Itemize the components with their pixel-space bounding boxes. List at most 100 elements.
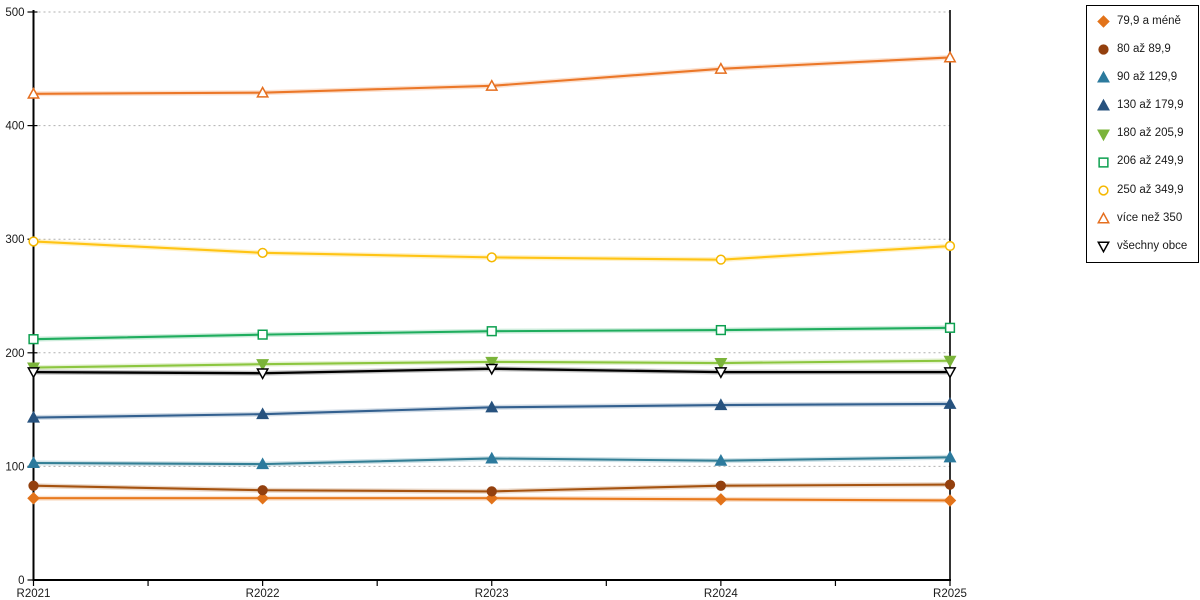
circle-marker-icon (486, 486, 497, 497)
legend-circle-icon (1098, 44, 1109, 55)
triangle-up-marker-icon (27, 456, 40, 469)
triangle-down-marker-icon (27, 367, 40, 379)
triangle-up-marker-icon (1097, 70, 1110, 83)
legend-label: 250 až 349,9 (1117, 183, 1184, 196)
x-axis-tick-label: R2025 (933, 588, 967, 600)
circle-marker-icon (28, 236, 39, 247)
chart-legend: 79,9 a méně 80 až 89,9 90 až 129,9 130 až 1… (1086, 5, 1199, 263)
triangle-down-marker-icon (1097, 128, 1110, 141)
triangle-down-marker-icon (1097, 241, 1110, 254)
triangle-up-marker-icon (485, 451, 499, 464)
series-130-a-179-9 (27, 397, 957, 423)
y-axis-tick-label: 0 (18, 575, 24, 587)
legend-label: více než 350 (1117, 211, 1183, 224)
series-v-echny-obce (27, 363, 957, 381)
square-marker-icon (1098, 157, 1109, 168)
legend-label: 130 až 179,9 (1117, 99, 1184, 112)
triangle-up-marker-icon (714, 453, 728, 466)
triangle-up-marker-icon (1097, 99, 1110, 111)
legend-item: všechny obce (1096, 239, 1192, 254)
legend-item: 79,9 a méně (1096, 14, 1192, 29)
diamond-marker-icon (256, 491, 269, 505)
legend-label: 79,9 a méně (1117, 14, 1181, 27)
triangle-up-marker-icon (485, 79, 499, 91)
legend-label: 180 až 205,9 (1117, 127, 1184, 140)
triangle-up-marker-icon (714, 62, 728, 74)
triangle-down-marker-icon (943, 355, 957, 368)
series-80-a-89-9 (28, 479, 956, 497)
diamond-marker-icon (714, 493, 728, 506)
triangle-down-marker-icon (943, 367, 957, 379)
triangle-up-marker-icon (256, 85, 270, 98)
legend-label: 80 až 89,9 (1117, 42, 1171, 55)
triangle-up-marker-icon (1097, 211, 1110, 224)
circle-marker-icon (944, 240, 956, 252)
triangle-up-marker-icon (27, 87, 40, 99)
legend-item: 130 až 179,9 (1096, 98, 1192, 113)
series-90-a-129-9 (27, 450, 957, 470)
series-250-a-349-9 (28, 236, 956, 265)
series-v-ce-ne-350 (27, 50, 957, 99)
legend-label: 206 až 249,9 (1117, 155, 1184, 168)
y-axis-tick-label: 200 (5, 348, 24, 360)
y-axis-tick-label: 100 (5, 461, 24, 473)
triangle-down-marker-icon (485, 363, 499, 376)
triangle-up-marker-icon (943, 50, 957, 63)
legend-item: 206 až 249,9 (1096, 155, 1192, 170)
triangle-up-marker-icon (485, 400, 499, 413)
legend-square-icon (1098, 157, 1109, 168)
legend-triangle-up-icon (1097, 70, 1110, 83)
square-marker-icon (486, 326, 497, 337)
circle-marker-icon (944, 479, 956, 490)
circle-marker-icon (257, 485, 268, 496)
circle-marker-icon (1098, 185, 1109, 196)
triangle-down-marker-icon (485, 356, 499, 369)
y-axis-tick-label: 500 (5, 7, 24, 19)
triangle-up-marker-icon (943, 397, 957, 409)
legend-item: více než 350 (1096, 211, 1192, 226)
y-axis-tick-label: 400 (5, 121, 24, 133)
legend-item: 80 až 89,9 (1096, 42, 1192, 57)
legend-triangle-down-icon (1097, 128, 1110, 141)
legend-triangle-down-icon (1097, 241, 1110, 254)
legend-item: 180 až 205,9 (1096, 127, 1192, 142)
circle-marker-icon (715, 254, 726, 265)
legend-triangle-up-icon (1097, 99, 1110, 111)
legend-diamond-icon (1097, 15, 1110, 28)
legend-label: 90 až 129,9 (1117, 71, 1178, 83)
x-axis-tick-label: R2024 (704, 588, 738, 600)
triangle-up-marker-icon (27, 410, 40, 423)
triangle-up-marker-icon (256, 457, 270, 470)
triangle-up-marker-icon (256, 407, 270, 420)
diamond-marker-icon (1097, 15, 1110, 28)
diamond-marker-icon (943, 494, 957, 507)
square-marker-icon (715, 324, 726, 336)
legend-triangle-up-icon (1097, 211, 1110, 224)
x-axis-tick-label: R2021 (17, 588, 51, 600)
x-axis-tick-label: R2022 (246, 588, 280, 600)
x-axis-tick-label: R2023 (475, 588, 509, 600)
series-180-a-205-9 (27, 355, 957, 375)
series-206-a-249-9 (28, 322, 956, 345)
circle-marker-icon (257, 247, 268, 258)
y-axis-tick-label: 300 (5, 234, 24, 246)
legend-circle-icon (1098, 185, 1109, 196)
triangle-up-marker-icon (943, 450, 957, 463)
circle-marker-icon (715, 480, 726, 491)
triangle-down-marker-icon (256, 368, 270, 381)
triangle-down-marker-icon (714, 358, 728, 370)
legend-item: 250 až 349,9 (1096, 183, 1192, 198)
circle-marker-icon (28, 480, 39, 491)
square-marker-icon (257, 329, 268, 340)
triangle-down-marker-icon (714, 367, 728, 379)
legend-item: 90 až 129,9 (1096, 70, 1192, 85)
square-marker-icon (944, 322, 956, 333)
triangle-down-marker-icon (256, 359, 270, 371)
diamond-marker-icon (27, 491, 40, 505)
triangle-up-marker-icon (714, 398, 728, 411)
circle-marker-icon (486, 252, 497, 263)
square-marker-icon (28, 334, 39, 345)
circle-marker-icon (1098, 44, 1109, 55)
